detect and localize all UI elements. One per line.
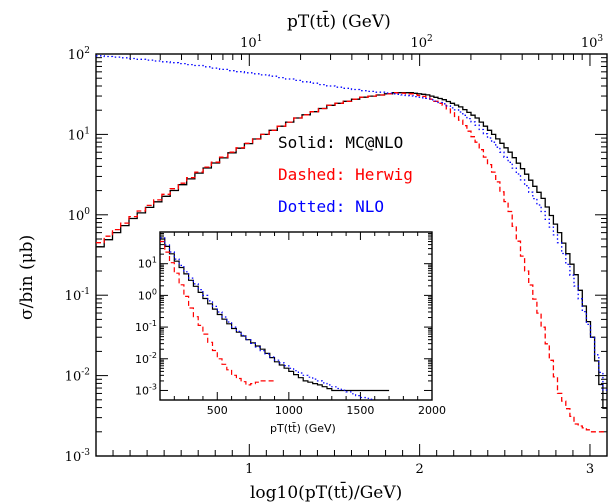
inset-axis-ticks: 10-3 10-2 10-1 100 101 500 1000 1500 2000	[135, 232, 446, 417]
x-tick-label: 1	[245, 462, 253, 477]
y-tick-label: 102	[68, 46, 90, 63]
inset-y-tick-label: 10-2	[135, 351, 157, 366]
y-axis-title: σ/bin (μb)	[17, 235, 37, 320]
herwig-curve	[96, 92, 607, 433]
inset-y-tick-label: 10-1	[135, 319, 157, 334]
inset-y-tick-label: 10-3	[135, 382, 157, 397]
top-axis-title: pT(tt̄) (GeV)	[287, 9, 391, 32]
x-tick-label: 2	[415, 462, 423, 477]
inset-x-axis-title: pT(tt̄) (GeV)	[270, 422, 336, 435]
legend-dotted: Dotted: NLO	[278, 197, 384, 216]
y-tick-label: 10-1	[65, 287, 90, 304]
main-axis-ticks: 10-3 10-2 10-1 100 101 102 1 2 3 101 102 103	[65, 34, 607, 477]
inset-x-tick-label: 500	[207, 404, 228, 417]
inset-y-tick-label: 100	[138, 287, 157, 302]
inset-x-tick-label: 1000	[275, 404, 303, 417]
nlo-curve	[96, 55, 607, 391]
y-tick-label: 101	[68, 126, 90, 143]
inset-curves	[160, 237, 390, 400]
mcatnlo-curve	[96, 92, 607, 409]
top-tick-label: 101	[240, 34, 262, 51]
inset-x-tick-label: 1500	[346, 404, 374, 417]
y-tick-label: 100	[68, 207, 91, 224]
y-tick-label: 10-3	[65, 448, 91, 465]
y-tick-label: 10-2	[65, 368, 90, 385]
legend-solid: Solid: MC@NLO	[278, 133, 403, 152]
x-axis-title: log10(pT(tt̄)/GeV)	[250, 480, 402, 503]
legend-dashed: Dashed: Herwig	[278, 165, 413, 184]
top-tick-label: 102	[410, 34, 432, 51]
top-tick-label: 103	[581, 34, 604, 51]
inset-herwig-curve	[160, 240, 275, 386]
inset-x-tick-label: 2000	[418, 404, 446, 417]
inset-y-tick-label: 101	[138, 256, 157, 271]
x-tick-label: 3	[586, 462, 594, 477]
inset-plot-frame	[159, 231, 433, 401]
main-curves	[96, 55, 607, 433]
